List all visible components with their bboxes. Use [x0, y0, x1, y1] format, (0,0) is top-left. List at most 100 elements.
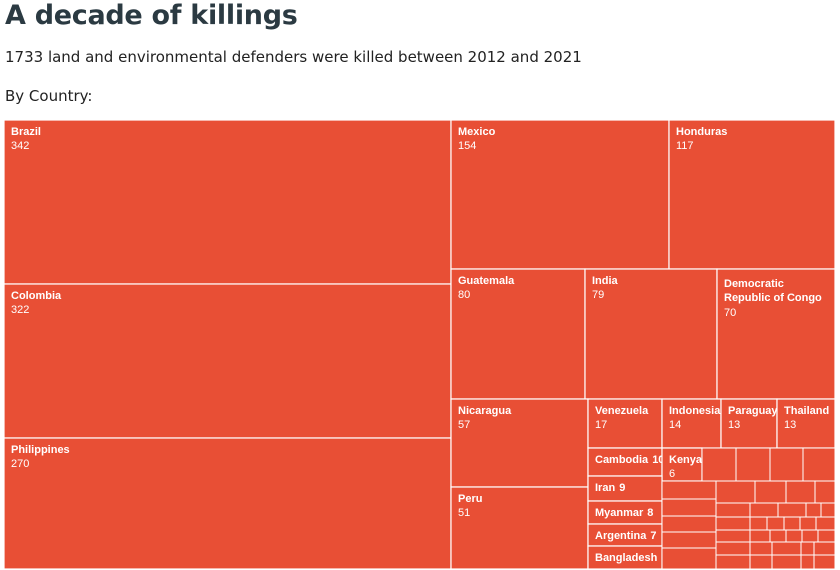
tile-value: 70: [724, 307, 736, 319]
tile-bangladesh[interactable]: Bangladesh7: [587, 545, 667, 570]
tile-small[interactable]: [754, 480, 787, 504]
tile-value: 322: [11, 304, 29, 316]
tile-small[interactable]: [701, 447, 737, 482]
tile-label: Colombia: [11, 290, 62, 302]
tile-small[interactable]: [805, 502, 822, 518]
tile-small[interactable]: [814, 480, 836, 504]
tile-value: 79: [592, 289, 604, 301]
tile-rect: [584, 268, 718, 400]
tile-small[interactable]: [661, 547, 717, 570]
tile-small[interactable]: [777, 502, 807, 518]
tile-small[interactable]: [735, 447, 771, 482]
tile-rect: [3, 437, 452, 570]
tile-thailand[interactable]: Thailand 13: [776, 398, 836, 449]
tile-small[interactable]: [661, 515, 717, 533]
tile-small[interactable]: [800, 541, 815, 556]
tile-small[interactable]: [749, 502, 779, 518]
tile-small[interactable]: [817, 529, 836, 543]
tile-small[interactable]: [749, 529, 771, 543]
tile-brazil[interactable]: Brazil 342: [3, 119, 452, 285]
tile-kenya[interactable]: Kenya 6: [661, 447, 703, 482]
tile-small[interactable]: [785, 480, 816, 504]
tile-small[interactable]: [715, 480, 756, 504]
chart-subtitle: 1733 land and environmental defenders we…: [5, 48, 582, 66]
tile-mexico[interactable]: Mexico 154: [450, 119, 670, 270]
tile-value: 342: [11, 140, 29, 152]
tile-philippines[interactable]: Philippines 270: [3, 437, 452, 570]
tile-cambodia[interactable]: Cambodia 10: [587, 447, 664, 477]
tile-small[interactable]: [799, 516, 817, 531]
tile-argentina[interactable]: Argentina 7: [587, 523, 663, 547]
tile-small[interactable]: [766, 516, 785, 531]
tile-small[interactable]: [749, 541, 773, 556]
tile-label: Indonesia: [669, 405, 721, 417]
tile-value: 14: [669, 419, 681, 431]
tile-small[interactable]: [715, 541, 751, 556]
tile-rect: [587, 398, 663, 449]
tile-small[interactable]: [749, 554, 773, 570]
tile-value: 13: [784, 419, 796, 431]
tile-myanmar[interactable]: Myanmar 8: [587, 500, 663, 525]
tile-label: Cambodia 10: [595, 454, 664, 466]
tile-small[interactable]: [771, 554, 802, 570]
tile-small[interactable]: [802, 447, 836, 482]
tile-value: 117: [676, 140, 694, 152]
tile-peru[interactable]: Peru 51: [450, 486, 589, 570]
tile-label: Paraguay: [728, 405, 778, 417]
tile-label: Myanmar 8: [595, 507, 653, 519]
tile-rect: [3, 283, 452, 439]
tile-label: Nicaragua: [458, 405, 512, 417]
tile-rect: [776, 398, 836, 449]
tile-value: 80: [458, 289, 470, 301]
tile-small[interactable]: [715, 554, 751, 570]
tile-label: Democratic Republic of Congo: [724, 278, 822, 304]
tile-guatemala[interactable]: Guatemala 80: [450, 268, 586, 400]
tile-small[interactable]: [815, 516, 836, 531]
tile-nicaragua[interactable]: Nicaragua 57: [450, 398, 589, 488]
tile-small[interactable]: [800, 554, 815, 570]
tile-small[interactable]: [785, 529, 803, 543]
tile-rect: [587, 447, 663, 477]
tile-small[interactable]: [801, 529, 819, 543]
tile-small[interactable]: [820, 502, 836, 518]
tile-colombia[interactable]: Colombia 322: [3, 283, 452, 439]
tile-small[interactable]: [715, 516, 751, 531]
tile-small[interactable]: [813, 554, 836, 570]
tile-label: Honduras: [676, 126, 727, 138]
tile-small[interactable]: [769, 529, 787, 543]
tile-small[interactable]: [715, 529, 751, 543]
tile-small[interactable]: [661, 531, 717, 549]
tile-value: 154: [458, 140, 476, 152]
tile-label: Thailand: [784, 405, 829, 417]
tile-label: Peru: [458, 493, 482, 505]
tile-value: 57: [458, 419, 470, 431]
tile-rect: [668, 119, 836, 270]
tile-india[interactable]: India 79: [584, 268, 718, 400]
tile-label: Guatemala: [458, 275, 515, 287]
tile-democratic-republic-of-congo[interactable]: Democratic Republic of Congo 70: [716, 268, 836, 400]
tile-small[interactable]: [783, 516, 801, 531]
tile-honduras[interactable]: Honduras 117: [668, 119, 836, 270]
tile-venezuela[interactable]: Venezuela 17: [587, 398, 663, 449]
tile-indonesia[interactable]: Indonesia 14: [661, 398, 722, 449]
tile-small[interactable]: [769, 447, 804, 482]
tile-label: Kenya: [669, 454, 703, 466]
tile-value: 13: [728, 419, 740, 431]
tile-small[interactable]: [715, 502, 751, 518]
tile-rect: [450, 119, 670, 270]
tile-small[interactable]: [813, 541, 836, 556]
tile-small[interactable]: [661, 480, 717, 500]
tile-label: India: [592, 275, 619, 287]
tile-label: Argentina 7: [595, 530, 656, 542]
tile-small[interactable]: [661, 498, 717, 517]
tile-iran[interactable]: Iran 9: [587, 475, 663, 502]
tile-label: Iran 9: [595, 482, 625, 494]
tile-rect: [450, 268, 586, 400]
tile-small[interactable]: [749, 516, 768, 531]
grouping-label: By Country:: [5, 87, 93, 105]
tile-label: Philippines: [11, 444, 70, 456]
tile-small[interactable]: [771, 541, 802, 556]
tile-paraguay[interactable]: Paraguay 13: [720, 398, 778, 449]
tile-label: Venezuela: [595, 405, 649, 417]
